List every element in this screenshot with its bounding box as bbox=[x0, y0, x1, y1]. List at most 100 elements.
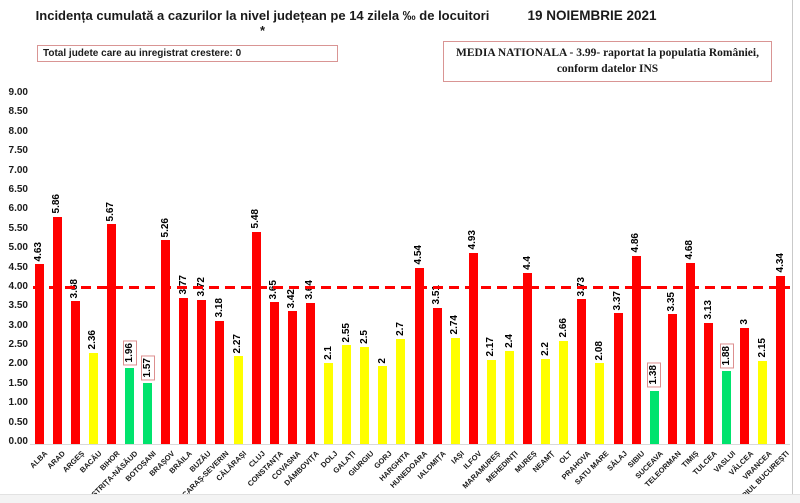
x-axis-line bbox=[30, 444, 790, 445]
y-axis-tick-label: 5.50 bbox=[8, 222, 28, 234]
bar-arad bbox=[52, 216, 62, 444]
growth-summary-box: Total judete care au inregistrat crester… bbox=[37, 45, 338, 62]
bar-value-label: 3.65 bbox=[268, 280, 280, 300]
chart-title: Incidența cumulată a cazurilor la nivel … bbox=[35, 8, 490, 38]
bar-v-lcea bbox=[740, 327, 750, 444]
bar-value-label: 2.55 bbox=[340, 322, 352, 343]
bar-sibiu bbox=[631, 255, 641, 444]
bar-value-label: 3.18 bbox=[213, 298, 225, 318]
y-axis-tick-label: 4.50 bbox=[8, 261, 28, 273]
bar-slot: 5.86 bbox=[48, 53, 66, 444]
y-axis-tick-label: 7.50 bbox=[8, 145, 28, 157]
bar-value-label: 4.86 bbox=[630, 233, 642, 253]
bar-prahova bbox=[577, 299, 587, 444]
bar-teleorman bbox=[667, 314, 677, 444]
bar-slot: 3.18 bbox=[211, 53, 229, 444]
bar-slot: 2.74 bbox=[446, 53, 464, 444]
bar-value-label: 3.35 bbox=[666, 291, 678, 312]
bar-value-label: 4.93 bbox=[467, 230, 479, 250]
bar-suceava bbox=[649, 390, 659, 444]
national-average-line bbox=[33, 285, 790, 289]
national-average-box: MEDIA NATIONALA - 3.99- raportat la popu… bbox=[443, 41, 772, 82]
y-axis-tick-label: 8.50 bbox=[8, 106, 28, 118]
bar-slot: 3.42 bbox=[283, 53, 301, 444]
bar-value-label: 1.57 bbox=[140, 354, 155, 381]
bar-slot: 3.51 bbox=[428, 53, 446, 444]
bar-value-label: 2.17 bbox=[485, 337, 497, 357]
bar-vrancea bbox=[758, 360, 768, 444]
bar-value-label: 2.36 bbox=[87, 330, 99, 350]
bar-harghita bbox=[396, 339, 406, 444]
bar-value-label: 2.4 bbox=[503, 334, 515, 348]
bar-value-label: 5.67 bbox=[105, 201, 117, 222]
bar-bac-u bbox=[88, 352, 98, 444]
x-axis-label: ALBA bbox=[28, 449, 50, 471]
bar-ilfov bbox=[468, 252, 478, 444]
bar-mure- bbox=[523, 273, 533, 444]
bar-slot: 2.27 bbox=[229, 53, 247, 444]
bar-slot: 2.17 bbox=[482, 53, 500, 444]
bar-value-label: 4.34 bbox=[774, 253, 786, 273]
bar-tulcea bbox=[704, 322, 714, 444]
bar-bihor bbox=[106, 224, 116, 444]
y-axis-tick-label: 6.00 bbox=[8, 203, 28, 215]
bar-value-label: 2.08 bbox=[593, 340, 605, 361]
bar-slot: 1.38 bbox=[645, 53, 663, 444]
bar-slot: 4.86 bbox=[627, 53, 645, 444]
bar-c-l-ra-i bbox=[233, 355, 243, 444]
y-axis-tick-label: 0.50 bbox=[8, 416, 28, 428]
bar-value-label: 3 bbox=[738, 319, 750, 325]
bar-slot: 2.2 bbox=[537, 53, 555, 444]
bar-slot: 2.08 bbox=[591, 53, 609, 444]
bar-slot: 3.37 bbox=[609, 53, 627, 444]
bar-slot: 2.7 bbox=[392, 53, 410, 444]
bar-timi- bbox=[685, 262, 695, 444]
bar-slot: 4.63 bbox=[30, 53, 48, 444]
y-axis-tick-label: 5.00 bbox=[8, 242, 28, 254]
bar-slot: 2 bbox=[374, 53, 392, 444]
bar-value-label: 1.38 bbox=[647, 362, 662, 388]
bar-giurgiu bbox=[360, 347, 370, 444]
bar-value-label: 4.63 bbox=[33, 242, 45, 262]
bar-slot: 3.65 bbox=[265, 53, 283, 444]
bar-value-label: 5.26 bbox=[159, 217, 171, 238]
bar-maramure- bbox=[486, 359, 496, 444]
bar-value-label: 1.88 bbox=[719, 342, 734, 369]
bar-br-ila bbox=[179, 297, 189, 444]
bar-slot: 2.36 bbox=[84, 53, 102, 444]
growth-summary-text: Total judete care au inregistrat crester… bbox=[43, 48, 242, 59]
bar-arge- bbox=[70, 301, 80, 444]
bar-value-label: 3.64 bbox=[304, 280, 316, 300]
bar-slot: 4.54 bbox=[410, 53, 428, 444]
bar-slot: 3.68 bbox=[66, 53, 84, 444]
bar-value-label: 2.7 bbox=[394, 322, 406, 337]
bar-slot: 2.55 bbox=[338, 53, 356, 444]
bar-slot: 4.4 bbox=[519, 53, 537, 444]
y-axis-tick-label: 7.00 bbox=[8, 164, 28, 176]
bar-cluj bbox=[251, 231, 261, 444]
bar-value-label: 2.2 bbox=[539, 341, 551, 356]
bar-slot: 3.77 bbox=[175, 53, 193, 444]
bar-slot: 3.13 bbox=[700, 53, 718, 444]
right-edge-line bbox=[792, 0, 793, 494]
y-axis-tick-label: 6.50 bbox=[8, 183, 28, 195]
bar-mehedin-i bbox=[505, 350, 515, 444]
y-axis-tick-label: 3.00 bbox=[8, 319, 28, 331]
bar-bra-ov bbox=[161, 240, 171, 444]
bar-value-label: 2.15 bbox=[756, 338, 768, 358]
y-axis-tick-label: 3.50 bbox=[8, 300, 28, 312]
bar-slot: 3.64 bbox=[301, 53, 319, 444]
bar-value-label: 5.86 bbox=[51, 194, 63, 214]
bar-ia-i bbox=[450, 337, 460, 444]
bar-slot: 1.96 bbox=[120, 53, 138, 444]
bar-slot: 5.67 bbox=[102, 53, 120, 444]
bar-slot: 3.35 bbox=[663, 53, 681, 444]
y-axis-tick-label: 0.00 bbox=[8, 436, 28, 447]
bar-olt bbox=[559, 340, 569, 444]
bar-vaslui bbox=[722, 371, 732, 444]
bar-neam- bbox=[541, 358, 551, 444]
bar-value-label: 2.74 bbox=[449, 315, 461, 335]
bar-value-label: 2.1 bbox=[322, 345, 334, 360]
bar-slot: 2.4 bbox=[500, 53, 518, 444]
